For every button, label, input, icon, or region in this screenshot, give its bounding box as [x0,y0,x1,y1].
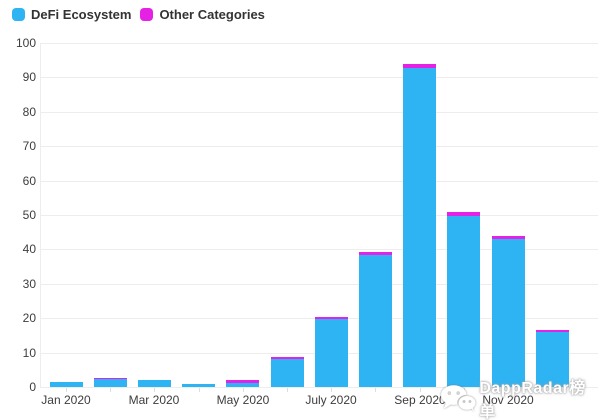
legend-item-other-categories[interactable]: Other Categories [140,7,265,22]
defi-ecosystem-swatch-icon [12,8,25,21]
x-axis-tick-label: Jan 2020 [41,393,91,407]
other-categories-swatch-icon [140,8,154,21]
x-axis-tick [154,388,155,392]
bar-defi-ecosystem [447,216,480,387]
y-axis-tick-label: 40 [22,242,36,256]
bar-other-categories [315,317,348,319]
watermark: DappRadar榜单 [440,374,600,420]
x-axis-tick [375,388,376,392]
x-axis-tick [110,388,111,392]
y-gridline [40,43,598,44]
bar-other-categories [447,212,480,216]
x-axis-tick [287,388,288,392]
bar-defi-ecosystem [182,384,215,387]
x-axis-tick [552,388,553,392]
y-gridline [40,284,598,285]
legend-label: DeFi Ecosystem [31,7,132,22]
x-axis-tick [331,388,332,392]
y-gridline [40,146,598,147]
y-axis-tick-label: 60 [22,174,36,188]
x-axis-tick-label: Sep 2020 [394,393,446,407]
bar-other-categories [94,378,127,379]
bar-other-categories [492,236,525,239]
y-axis-tick-label: 50 [22,208,36,222]
wechat-icon [440,384,477,412]
bar-defi-ecosystem [492,239,525,387]
x-axis-tick [420,388,421,392]
bar-defi-ecosystem [50,382,83,387]
x-axis-tick-label: Nov 2020 [482,393,534,407]
x-axis-tick [243,388,244,392]
y-axis-tick-label: 10 [22,346,36,360]
y-axis-tick-label: 0 [29,380,36,394]
bar-defi-ecosystem [403,68,436,387]
y-gridline [40,112,598,113]
y-gridline [40,181,598,182]
x-axis-tick [66,388,67,392]
y-axis-tick-label: 30 [22,277,36,291]
y-axis-line [40,43,41,387]
x-axis-tick-label: Mar 2020 [128,393,180,407]
legend-label: Other Categories [159,7,265,22]
bar-other-categories [403,64,436,68]
x-axis-tick-label: May 2020 [216,393,270,407]
y-axis-tick-label: 80 [22,105,36,119]
chart-legend: DeFi Ecosystem Other Categories [12,7,265,22]
x-axis-tick [199,388,200,392]
y-axis-tick-label: 90 [22,70,36,84]
bar-defi-ecosystem [315,319,348,387]
y-axis-tick-label: 70 [22,139,36,153]
y-gridline [40,387,598,388]
bar-other-categories [226,380,259,383]
legend-item-defi-ecosystem[interactable]: DeFi Ecosystem [12,7,131,22]
bar-other-categories [536,330,569,332]
bar-other-categories [271,357,304,359]
y-gridline [40,215,598,216]
y-gridline [40,77,598,78]
x-axis-tick-label: July 2020 [305,393,357,407]
y-gridline [40,249,598,250]
bar-defi-ecosystem [94,379,127,387]
y-axis-tick-label: 100 [15,36,36,50]
bar-defi-ecosystem [226,383,259,387]
x-axis-tick [508,388,509,392]
bar-defi-ecosystem [138,380,171,387]
y-axis-tick-label: 20 [22,311,36,325]
bar-other-categories [359,252,392,255]
watermark-text: DappRadar榜单 [479,380,586,420]
bar-defi-ecosystem [271,359,304,387]
bar-defi-ecosystem [359,255,392,387]
bar-defi-ecosystem [536,332,569,387]
